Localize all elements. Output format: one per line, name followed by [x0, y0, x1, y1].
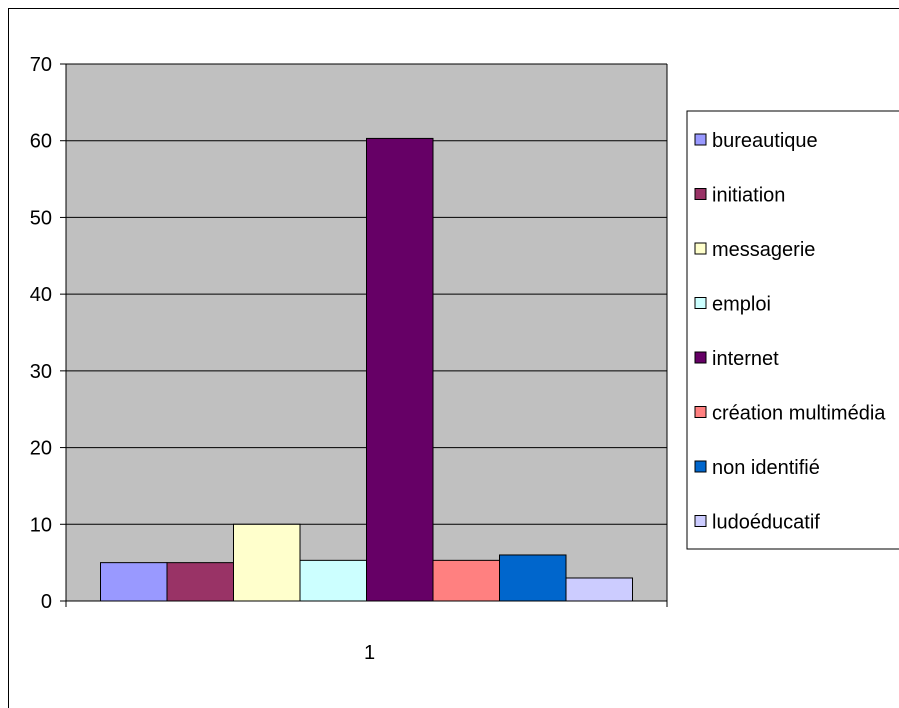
bar-initiation	[166, 562, 234, 602]
legend-label: non identifié	[712, 457, 820, 479]
legend: bureautique initiation messagerie emploi int…	[686, 110, 899, 550]
x-axis-ticks: 1	[65, 601, 668, 664]
legend-swatch	[694, 515, 707, 527]
x-category-label: 1	[364, 642, 375, 664]
bar-ludoéducatif	[565, 577, 633, 602]
bar-création-multimédia	[432, 559, 500, 602]
legend-label: messagerie	[712, 239, 815, 261]
bar-non-identifié	[499, 554, 567, 602]
legend-label: initiation	[712, 185, 785, 207]
bar-bureautique	[100, 562, 168, 602]
bar-messagerie	[233, 523, 301, 602]
y-tick-label: 40	[30, 284, 52, 306]
legend-swatch	[694, 460, 707, 473]
legend-label: internet	[712, 348, 779, 370]
bar-emploi	[299, 559, 367, 602]
chart-frame	[8, 8, 899, 708]
y-tick-label: 10	[30, 514, 52, 536]
legend-swatch	[694, 406, 707, 418]
legend-label: bureautique	[712, 130, 818, 152]
legend-box	[686, 110, 899, 550]
y-tick-label: 60	[30, 131, 52, 153]
legend-swatch	[694, 297, 707, 309]
legend-label: création multimédia	[712, 403, 886, 425]
y-axis-ticks: 0 10 20 30 40 50 60 70	[30, 54, 66, 613]
legend-swatch	[694, 133, 707, 146]
bar-internet	[366, 137, 434, 602]
y-tick-label: 30	[30, 361, 52, 383]
y-tick-label: 20	[30, 438, 52, 460]
legend-swatch	[694, 242, 707, 255]
legend-label: emploi	[712, 294, 771, 316]
y-tick-label: 50	[30, 207, 52, 229]
bars	[100, 137, 633, 602]
legend-swatch	[694, 351, 707, 364]
legend-swatch	[694, 188, 707, 200]
legend-label: ludoéducatif	[712, 512, 820, 534]
y-tick-label: 70	[30, 54, 52, 76]
y-tick-label: 0	[41, 591, 52, 613]
